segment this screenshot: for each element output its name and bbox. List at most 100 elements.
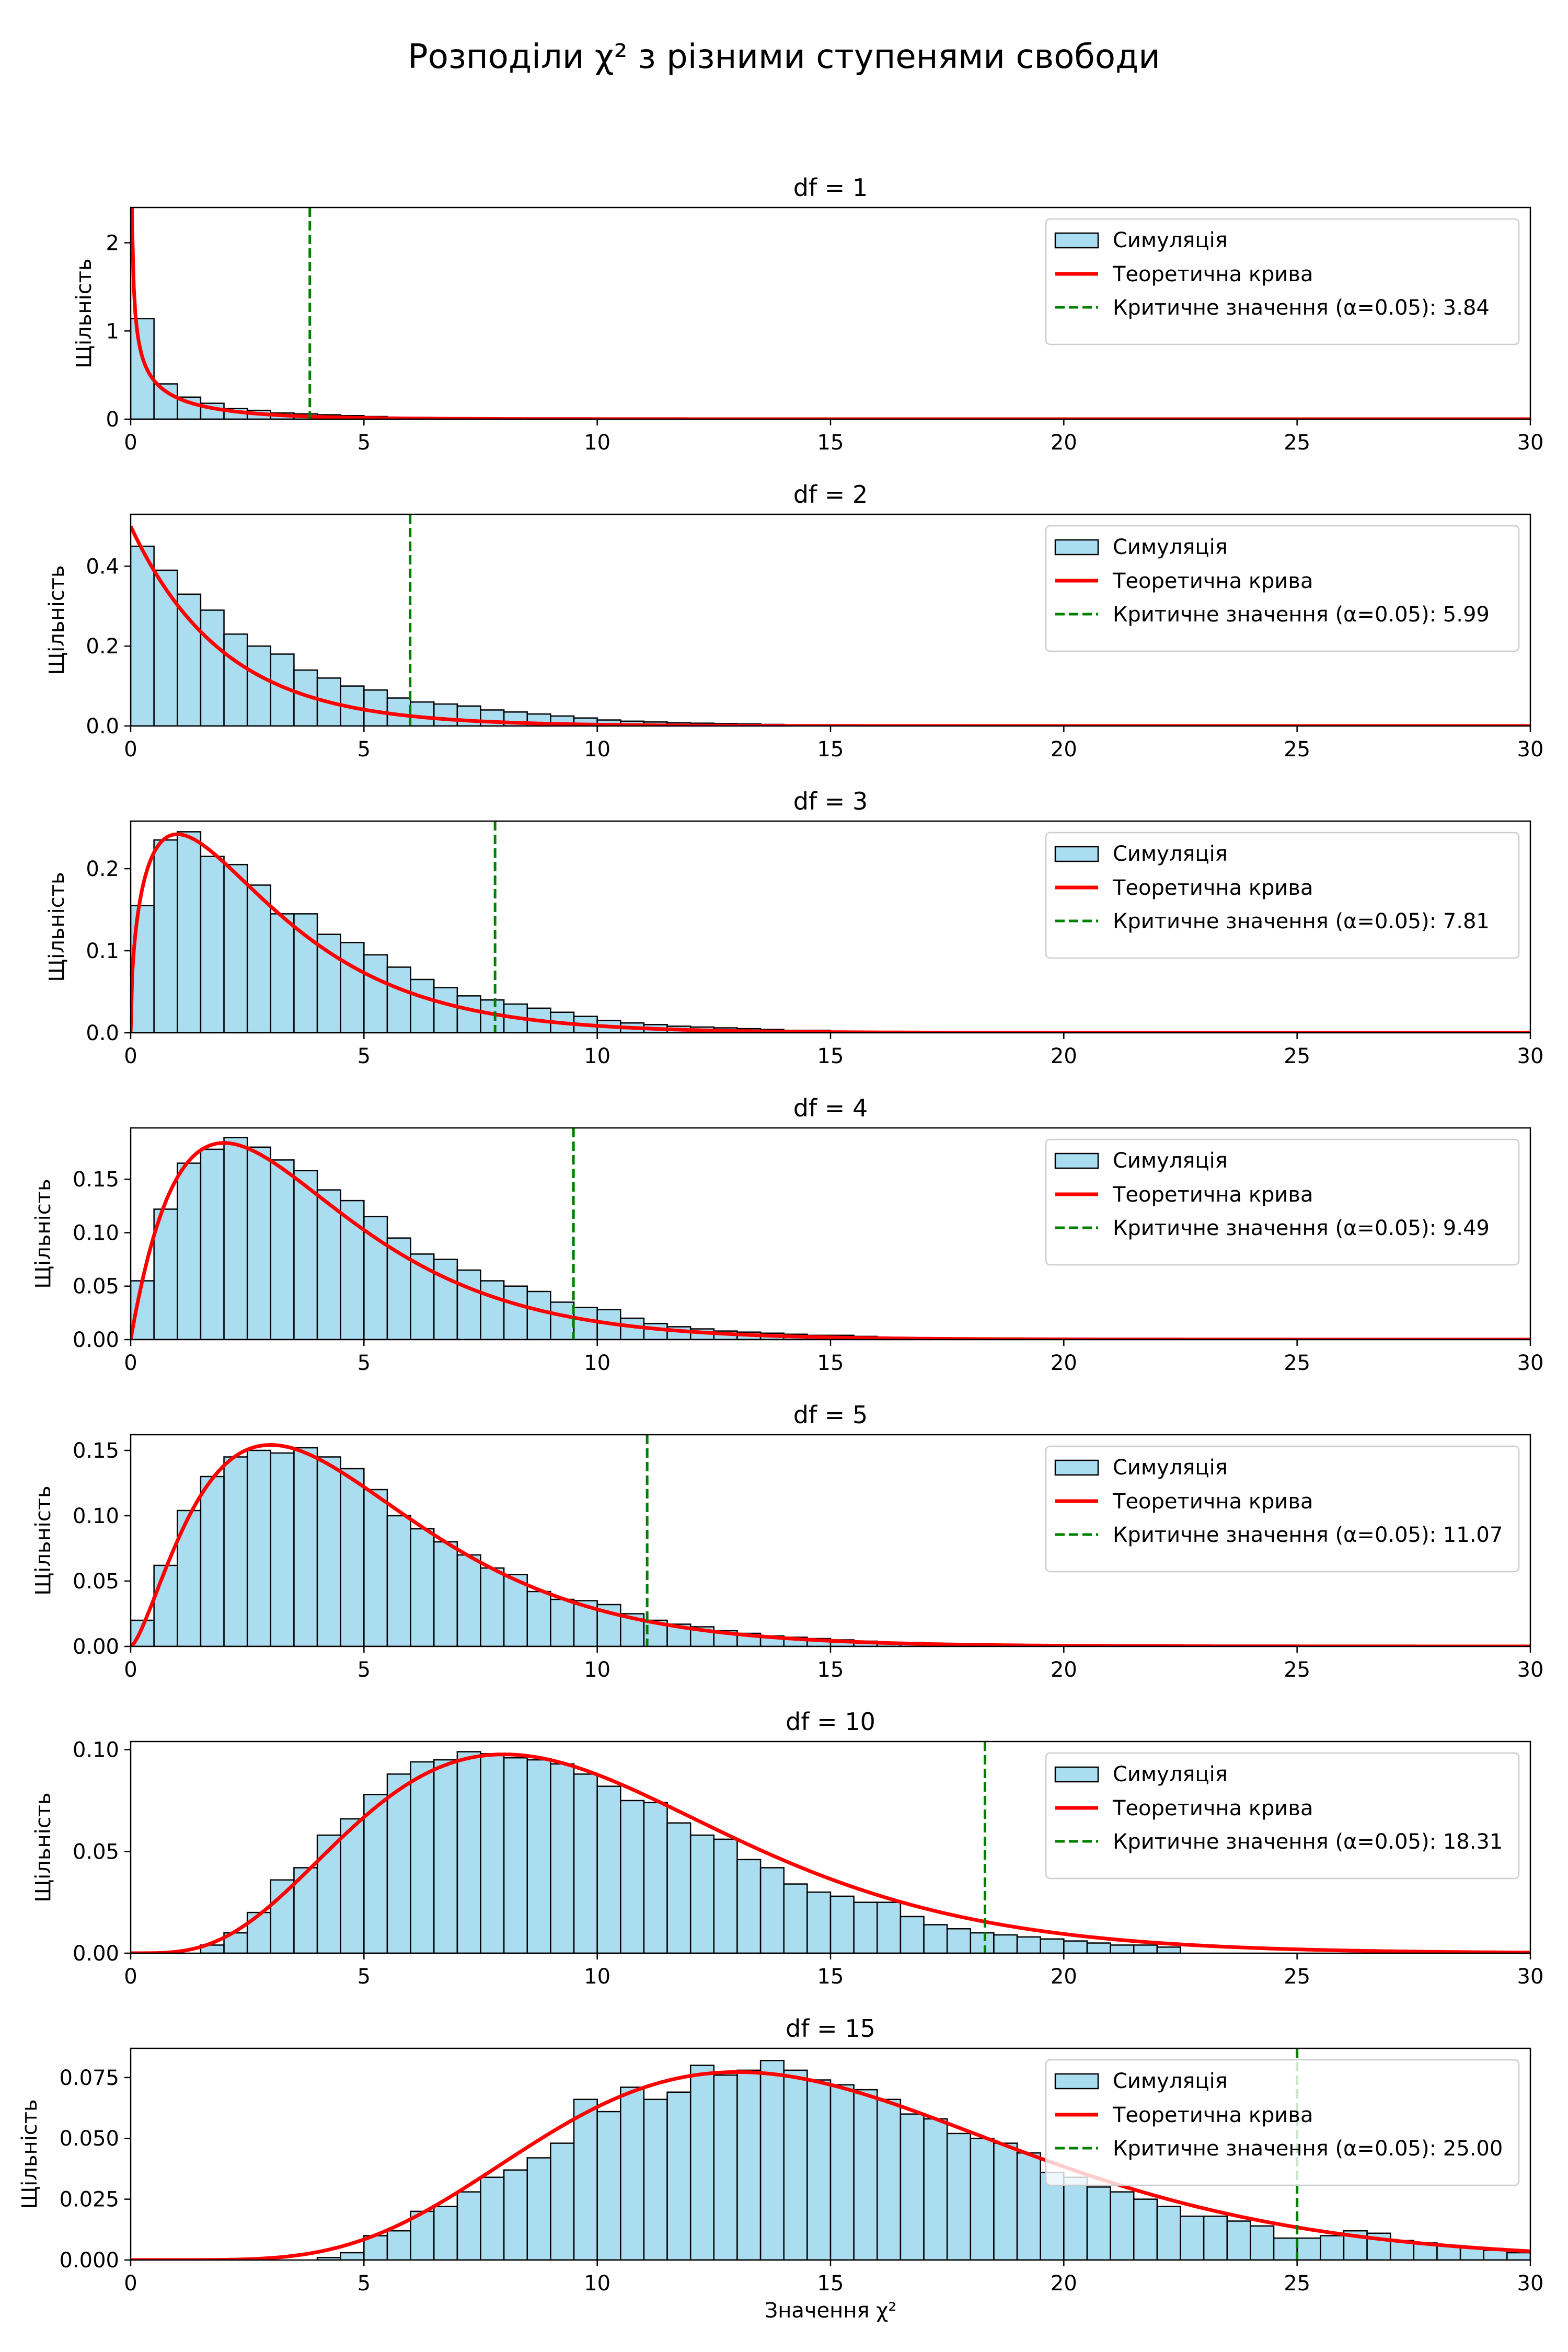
histogram-bar [946,1928,972,1953]
x-tick-label: 10 [584,1965,610,1989]
histogram-bar [573,1773,598,1953]
histogram-bar [340,942,365,1033]
histogram-bar [1110,2191,1135,2260]
histogram-bar [410,978,435,1033]
legend-swatch-simulation [1054,539,1099,556]
histogram-bar [526,2157,551,2260]
x-tick-label: 5 [358,737,371,762]
legend: Симуляція Теоретична крива Критичне значен… [1045,2059,1520,2186]
chart-panel-df-2: df = 2 0 5 10 15 20 25 30 0.0 0.2 0.4 Щільність Симу… [45,480,1543,762]
x-tick-label: 30 [1517,1044,1544,1068]
x-tick-label: 10 [584,2272,610,2296]
histogram-bar [363,1794,388,1953]
legend-label-theory: Теоретична крива [1112,876,1313,900]
histogram-bar [363,1489,388,1646]
histogram-bar [620,2086,645,2260]
x-tick-label: 0 [124,1044,137,1068]
x-tick-label: 15 [817,1044,844,1068]
histogram-bar [596,1785,621,1953]
histogram-bar [573,2099,598,2260]
histogram-bar [550,2142,575,2260]
legend-label-theory: Теоретична крива [1112,1796,1313,1820]
histogram-bar [433,1259,458,1340]
legend-swatch-simulation [1054,2073,1099,2090]
histogram-bar [410,1761,435,1953]
histogram-bar [620,1800,645,1953]
histogram-bar [923,1924,948,1953]
legend-label-simulation: Симуляція [1113,1456,1228,1480]
histogram-bar [1110,1944,1135,1953]
histogram-bar [1226,2220,1251,2260]
histogram-bar [526,1290,551,1340]
x-tick-label: 10 [584,1658,610,1682]
x-tick-label: 20 [1051,1965,1077,1989]
y-tick-label: 0.15 [73,1168,119,1192]
histogram-bar [480,1567,505,1646]
histogram-bar [316,1834,341,1953]
legend-label-critical: Критичне значення (α=0.05): 5.99 [1113,603,1490,627]
histogram-bar [550,1598,575,1646]
plot-area [131,207,1530,419]
legend: Симуляція Теоретична крива Критичне значен… [1045,832,1520,959]
histogram-bar [200,856,225,1033]
x-tick-label: 5 [358,1044,371,1068]
histogram-bar [853,1901,878,1953]
histogram-bar [456,1554,481,1646]
x-tick-label: 5 [358,431,371,455]
histogram-bar [923,2118,948,2260]
histogram-bar [1273,2237,1298,2260]
y-axis-label: Щільність [45,872,69,982]
x-tick-label: 30 [1517,1658,1544,1682]
y-tick-label: 0.00 [73,1635,119,1659]
histogram-bar [480,1753,505,1953]
histogram-bar [853,2089,878,2260]
histogram-bar [200,609,225,726]
y-tick-label: 0.05 [73,1275,119,1299]
legend-label-simulation: Симуляція [1113,228,1228,252]
legend-label-critical: Критичне значення (α=0.05): 9.49 [1113,1216,1490,1240]
histogram-bar [689,2065,715,2260]
histogram-bar [829,2084,855,2260]
legend-label-critical: Критичне значення (α=0.05): 25.00 [1113,2137,1503,2161]
y-tick-label: 0.1 [86,939,119,963]
x-tick-label: 10 [584,1044,610,1068]
panel-title: df = 4 [793,1094,868,1122]
histogram-bar [1320,2235,1345,2260]
y-tick-label: 0.2 [86,635,119,659]
histogram-bar [970,1932,995,1953]
legend-box [1045,1445,1520,1573]
x-tick-label: 0 [124,1351,137,1375]
x-tick-label: 25 [1284,1965,1310,1989]
x-tick-label: 25 [1284,1658,1310,1682]
histogram-bar [1156,1946,1181,1953]
histogram-bar [433,1541,458,1646]
histogram-bar [340,1818,365,1953]
histogram-bar [970,2137,995,2260]
histogram-bar [806,1891,832,1953]
y-tick-label: 0.05 [73,1570,119,1594]
histogram-bar [900,2113,925,2260]
x-tick-label: 5 [358,1658,371,1682]
x-tick-label: 25 [1284,1351,1310,1375]
x-tick-label: 5 [358,1351,371,1375]
histogram-bar [1133,1944,1158,1953]
chart-panel-df-1: df = 1 0 5 10 15 20 25 30 0 1 2 Щільність Симуляція Т… [72,174,1543,455]
y-tick-label: 0.025 [59,2188,119,2212]
histogram-bar [666,1822,691,1953]
legend-label-critical: Критичне значення (α=0.05): 11.07 [1113,1523,1503,1547]
legend-swatch-simulation [1054,232,1099,249]
x-tick-label: 5 [358,2272,371,2296]
y-axis-label: Щільність [18,2099,42,2209]
x-tick-label: 20 [1051,1658,1077,1682]
histogram-bar [456,2191,481,2260]
histogram-bar [806,2079,832,2260]
chart-panel-df-4: df = 4 0 5 10 15 20 25 30 0.00 0.05 0.10 0.15 Щільні… [31,1094,1543,1375]
x-tick-label: 25 [1284,737,1310,762]
x-tick-label: 25 [1284,2272,1310,2296]
histogram-bar [829,1895,855,1953]
histogram-bar [223,863,248,1033]
y-tick-label: 0.10 [73,1738,119,1762]
histogram-bar [456,1269,481,1340]
histogram-bar [713,1838,738,1953]
chart-panel-df-5: df = 5 0 5 10 15 20 25 30 0.00 0.05 0.10 0.15 Щільні… [31,1401,1543,1682]
